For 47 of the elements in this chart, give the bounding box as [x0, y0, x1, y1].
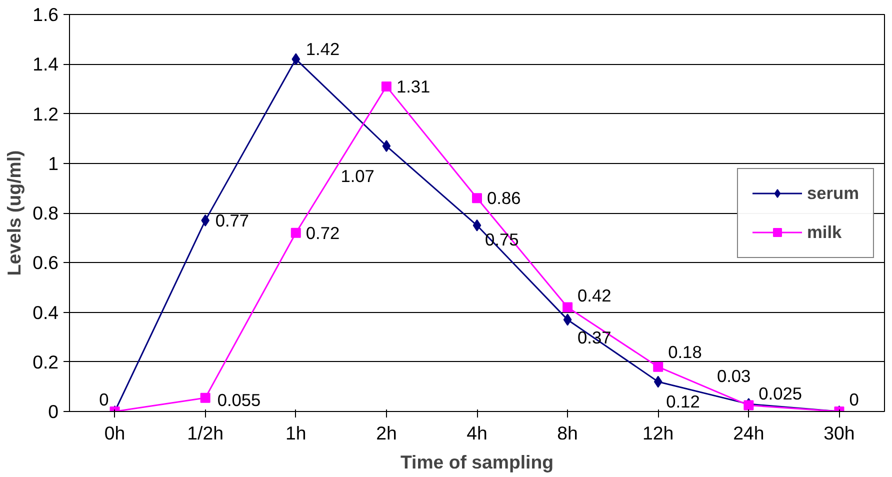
x-tick-label: 1h	[286, 422, 306, 444]
y-tick-label: 1.6	[32, 4, 59, 25]
y-tick-label: 0.2	[32, 351, 59, 372]
point	[562, 302, 573, 312]
data-label: 0	[99, 390, 109, 410]
point	[382, 140, 391, 152]
y-axis-title: Levels (ug/ml)	[4, 150, 25, 276]
y-tick-label: 1.2	[32, 103, 59, 124]
point	[292, 53, 300, 66]
data-label: 0.03	[716, 366, 751, 386]
point	[381, 81, 392, 92]
point	[653, 362, 664, 372]
y-tick-label: 1.4	[32, 54, 59, 75]
point	[472, 219, 482, 232]
data-label: 1.07	[340, 166, 374, 186]
point	[654, 376, 662, 388]
x-tick-label: 12h	[642, 422, 674, 444]
y-tick-label: 0	[48, 401, 59, 422]
data-label: 0.86	[487, 188, 521, 208]
x-tick-label: 0h	[104, 422, 126, 444]
x-tick-label: 2h	[376, 422, 397, 444]
data-label: 0.77	[215, 210, 250, 230]
point	[472, 193, 482, 204]
data-label: 0.72	[306, 222, 340, 243]
data-label: 0	[849, 390, 859, 410]
data-label: 0.025	[758, 383, 802, 404]
point	[563, 314, 572, 326]
point	[290, 228, 301, 238]
x-tick-label: 30h	[824, 422, 855, 444]
point	[200, 392, 210, 403]
x-tick-label: 8h	[557, 422, 578, 444]
legend-label: serum	[806, 182, 859, 204]
data-label: 0.12	[666, 392, 700, 412]
x-axis-title: Time of sampling	[400, 452, 554, 472]
data-label: 0.055	[217, 390, 261, 410]
y-tick-label: 1	[48, 152, 59, 174]
y-tick-label: 0.8	[32, 202, 59, 224]
data-label: 1.31	[396, 76, 430, 96]
y-tick-label: 0.6	[32, 252, 59, 274]
x-tick-label: 1/2h	[187, 422, 224, 444]
x-tick-label: 4h	[466, 422, 488, 444]
data-label: 0.18	[668, 342, 702, 362]
data-label: 1.42	[306, 39, 340, 60]
data-label: 0.42	[578, 285, 612, 306]
legend-label: milk	[806, 222, 842, 242]
y-tick-label: 0.4	[32, 302, 59, 323]
x-tick-label: 24h	[733, 422, 764, 444]
